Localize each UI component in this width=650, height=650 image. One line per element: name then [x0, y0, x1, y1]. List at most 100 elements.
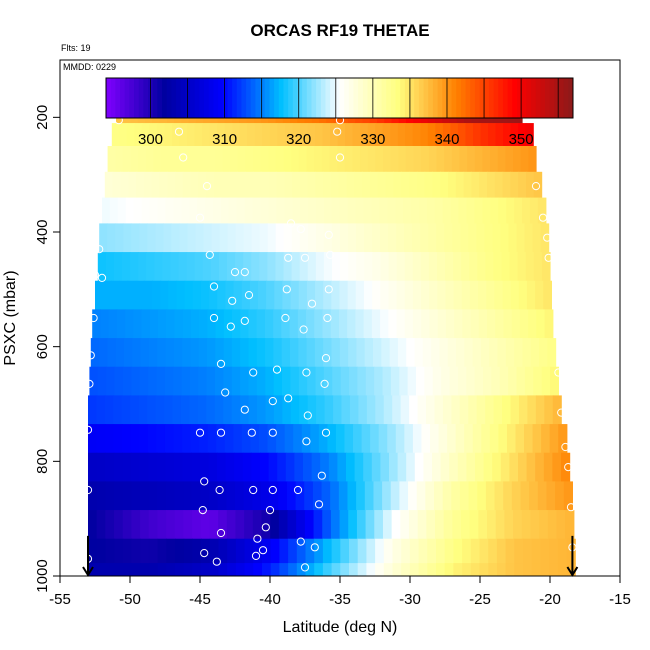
heatmap-cell: [130, 424, 140, 454]
heatmap-cell: [298, 338, 308, 368]
heatmap-cell: [307, 395, 317, 425]
heatmap-cell: [114, 510, 124, 540]
heatmap-cell: [531, 538, 541, 564]
colorbar-segment: [334, 78, 340, 118]
heatmap-cell: [305, 563, 315, 577]
heatmap-cell: [183, 481, 193, 511]
heatmap-cell: [370, 171, 379, 198]
heatmap-cell: [356, 338, 366, 368]
heatmap-cell: [190, 424, 200, 454]
heatmap-cell: [383, 395, 393, 425]
heatmap-cell: [230, 146, 239, 173]
heatmap-cell: [536, 309, 546, 339]
heatmap-cell: [492, 452, 502, 482]
heatmap-cell: [322, 123, 331, 147]
heatmap-cell: [487, 309, 496, 339]
colorbar-segment: [414, 78, 420, 118]
heatmap-cell: [275, 223, 285, 253]
heatmap-cell: [414, 338, 424, 368]
heatmap-cell: [165, 481, 176, 511]
heatmap-cell: [356, 252, 365, 282]
heatmap-cell: [220, 197, 230, 224]
colorbar-segment: [115, 78, 121, 118]
flight-point: [240, 268, 249, 277]
y-tick-label: 400: [34, 219, 51, 244]
heatmap-cell: [465, 123, 474, 147]
heatmap-cell: [131, 481, 141, 511]
heatmap-cell: [121, 395, 131, 425]
heatmap-cell: [337, 123, 346, 147]
heatmap-cell: [218, 563, 228, 577]
heatmap-cell: [251, 223, 261, 253]
flight-point: [228, 296, 237, 305]
heatmap-cell: [192, 538, 202, 564]
heatmap-cell: [215, 366, 225, 396]
heatmap-cell: [140, 538, 150, 564]
heatmap-cell: [363, 280, 373, 310]
heatmap-cell: [281, 338, 291, 368]
colorbar-segment: [348, 78, 355, 118]
heatmap-cell: [275, 252, 285, 282]
heatmap-cell: [505, 146, 514, 173]
heatmap-cell: [100, 309, 110, 339]
heatmap-cell: [240, 395, 250, 425]
heatmap-cell: [262, 563, 272, 577]
heatmap-cell: [139, 481, 150, 511]
heatmap-cell: [502, 171, 511, 198]
heatmap-cell: [210, 252, 220, 282]
colorbar-segment: [437, 78, 443, 118]
heatmap-cell: [426, 197, 436, 224]
heatmap-cell: [224, 424, 234, 454]
colorbar-segment: [166, 78, 172, 118]
colorbar-segment: [390, 78, 397, 118]
heatmap-cell: [140, 510, 150, 540]
heatmap-cell: [199, 424, 209, 454]
heatmap-cell: [261, 481, 271, 511]
heatmap-cell: [105, 424, 115, 454]
heatmap-cell: [495, 510, 506, 540]
heatmap-cell: [487, 171, 496, 198]
heatmap-cell: [506, 424, 517, 454]
heatmap-cell: [519, 309, 529, 339]
date-note: MMDD: 0229: [63, 62, 116, 72]
heatmap-cell: [122, 452, 132, 482]
heatmap-cell: [190, 171, 199, 198]
heatmap-cell: [349, 563, 359, 577]
colorbar-segment: [442, 78, 448, 118]
flight-point: [268, 397, 277, 406]
colorbar-segment: [423, 78, 429, 118]
heatmap-cell: [341, 395, 351, 425]
heatmap-cell: [331, 563, 341, 577]
colorbar-segment: [358, 78, 364, 118]
heatmap-cell: [371, 197, 380, 224]
heatmap-cell: [328, 452, 338, 482]
heatmap-cell: [155, 395, 165, 425]
heatmap-cell: [400, 510, 410, 540]
heatmap-cell: [248, 366, 258, 396]
heatmap-cell: [355, 280, 365, 310]
heatmap-cell: [461, 280, 471, 310]
heatmap-cell: [552, 395, 562, 425]
heatmap-cell: [340, 563, 350, 577]
heatmap-cell: [314, 123, 324, 147]
flight-point: [302, 437, 311, 446]
heatmap-cell: [380, 280, 389, 310]
colorbar: 300 310 320 330 340 350: [105, 77, 574, 148]
heatmap-cell: [253, 563, 263, 577]
x-tick-label: -45: [189, 591, 211, 608]
heatmap-cell: [382, 123, 391, 147]
heatmap-cell: [126, 123, 135, 147]
heatmap-cell: [543, 452, 553, 482]
heatmap-cell: [360, 123, 369, 147]
heatmap-cell: [412, 123, 421, 147]
heatmap-cell: [476, 395, 486, 425]
heatmap-cell: [476, 223, 486, 253]
heatmap-cell: [157, 510, 167, 540]
heatmap-cell: [240, 338, 250, 368]
heatmap-cell: [248, 395, 258, 425]
heatmap-cell: [412, 223, 421, 253]
heatmap-cell: [200, 280, 210, 310]
heatmap-cell: [370, 424, 380, 454]
heatmap-cell: [88, 481, 98, 511]
heatmap-cell: [496, 538, 507, 564]
